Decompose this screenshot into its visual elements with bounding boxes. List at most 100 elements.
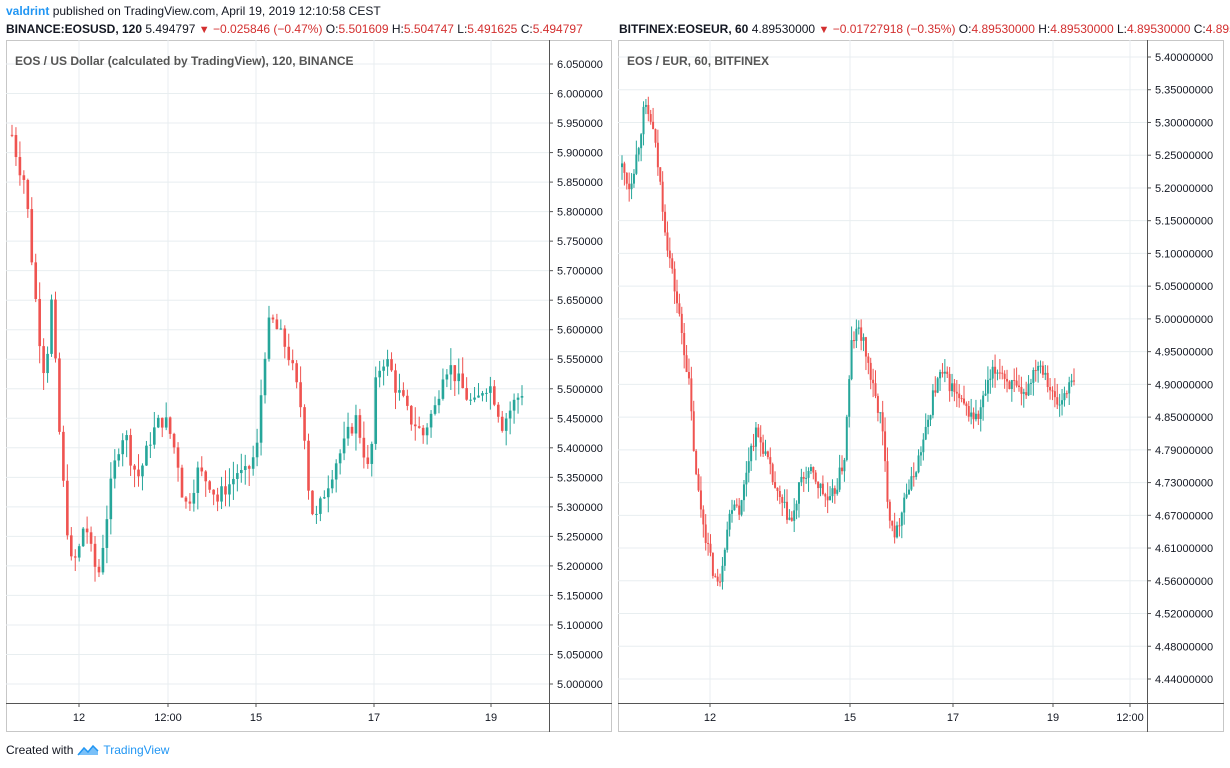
candle-body — [676, 291, 679, 304]
candle-body — [797, 482, 800, 504]
candle-body — [731, 510, 734, 514]
candle-body — [354, 415, 358, 434]
candle-body — [81, 528, 85, 547]
candle-body — [30, 209, 34, 263]
candle-body — [836, 489, 839, 494]
candle-body — [683, 333, 686, 356]
candle-body — [929, 415, 932, 420]
candle-body — [864, 337, 867, 357]
candle-body — [481, 393, 484, 396]
candle-body — [874, 383, 877, 397]
y-tick-label: 5.450000 — [557, 413, 603, 425]
candle-body — [977, 413, 980, 419]
candle-body — [1015, 380, 1018, 386]
candle-body — [714, 575, 717, 577]
right-chart[interactable]: 5.40000000 5.35000000 5.30000000 5.25000000… — [618, 40, 1224, 732]
candle-body — [721, 565, 724, 582]
candle-body — [485, 392, 488, 394]
candle-body — [829, 496, 832, 501]
candle-body — [1049, 386, 1052, 391]
candle-body — [267, 317, 271, 359]
y-tick-label: 4.79000000 — [1155, 445, 1213, 457]
candle-body — [955, 391, 958, 394]
y-tick-label: 5.900000 — [557, 148, 603, 160]
candle-body — [366, 457, 370, 464]
right-symbol-info: BITFINEX:EOSEUR, 60 4.89530000 ▼ −0.0172… — [619, 22, 1230, 38]
x-tick-label: 12 — [704, 712, 716, 724]
candle-body — [224, 486, 227, 495]
right-low-label: L: — [1116, 22, 1127, 36]
candle-body — [172, 433, 176, 448]
y-tick-label: 5.00000000 — [1155, 314, 1213, 326]
candle-body — [1008, 381, 1011, 389]
candle-body — [259, 395, 263, 443]
candle-body — [311, 490, 314, 515]
candle-body — [855, 328, 858, 342]
candle-body — [912, 476, 915, 478]
candle-body — [307, 440, 310, 491]
y-tick-label: 5.25000000 — [1155, 150, 1213, 162]
candle-body — [346, 426, 350, 439]
candle-body — [410, 405, 413, 425]
candle-body — [946, 371, 949, 374]
left-chart[interactable]: 6.050000 6.000000 5.950000 5.900000 5.850000… — [6, 40, 612, 732]
candle-body — [228, 484, 231, 495]
candle-body — [967, 406, 970, 417]
candle-body — [1056, 397, 1059, 405]
candle-body — [22, 175, 26, 180]
candle-body — [934, 390, 937, 393]
candle-body — [951, 383, 954, 392]
candle-body — [931, 390, 934, 416]
candle-body — [910, 476, 913, 490]
candle-body — [896, 525, 899, 538]
x-tick-label: 17 — [368, 712, 380, 724]
candle-body — [972, 412, 975, 420]
candle-body — [733, 504, 736, 511]
candle-body — [790, 517, 793, 521]
candle-body — [960, 398, 963, 400]
y-tick-label: 5.100000 — [557, 620, 603, 632]
candle-body — [113, 460, 117, 479]
candle-body — [441, 379, 445, 399]
candle-body — [939, 372, 942, 379]
candle-body — [398, 390, 401, 393]
candle-body — [413, 424, 417, 427]
candle-body — [907, 489, 910, 495]
candle-body — [625, 172, 628, 184]
candle-body — [496, 404, 500, 417]
candle-body — [989, 378, 992, 381]
candle-body — [807, 470, 810, 478]
candle-body — [970, 412, 973, 417]
y-tick-label: 5.300000 — [557, 502, 603, 514]
chart-frame — [6, 40, 612, 732]
left-close-label: C: — [520, 22, 533, 36]
candle-body — [905, 494, 908, 498]
candle-body — [994, 366, 997, 374]
candle-body — [841, 467, 844, 472]
author-name[interactable]: valdrint — [6, 4, 50, 18]
candle-body — [160, 417, 164, 428]
left-high: 5.504747 — [403, 22, 454, 36]
candle-body — [390, 359, 393, 371]
y-tick-label: 4.67000000 — [1155, 510, 1213, 522]
candle-body — [473, 397, 476, 400]
tradingview-link[interactable]: TradingView — [103, 743, 170, 757]
candle-body — [872, 379, 875, 384]
candle-body — [704, 524, 707, 543]
candle-body — [831, 488, 834, 497]
candle-body — [77, 546, 81, 558]
candle-body — [1027, 383, 1030, 396]
candle-body — [338, 453, 342, 464]
right-close-label: C: — [1193, 22, 1206, 36]
candle-body — [188, 501, 192, 504]
candle-body — [1053, 391, 1056, 398]
candle-body — [984, 393, 987, 396]
candle-body — [735, 504, 738, 506]
candle-body — [699, 490, 702, 510]
candle-body — [621, 163, 623, 168]
candle-body — [783, 501, 786, 503]
candle-body — [986, 380, 989, 394]
candle-body — [378, 370, 381, 378]
y-tick-label: 5.850000 — [557, 177, 603, 189]
down-arrow-icon: ▼ — [818, 24, 830, 36]
